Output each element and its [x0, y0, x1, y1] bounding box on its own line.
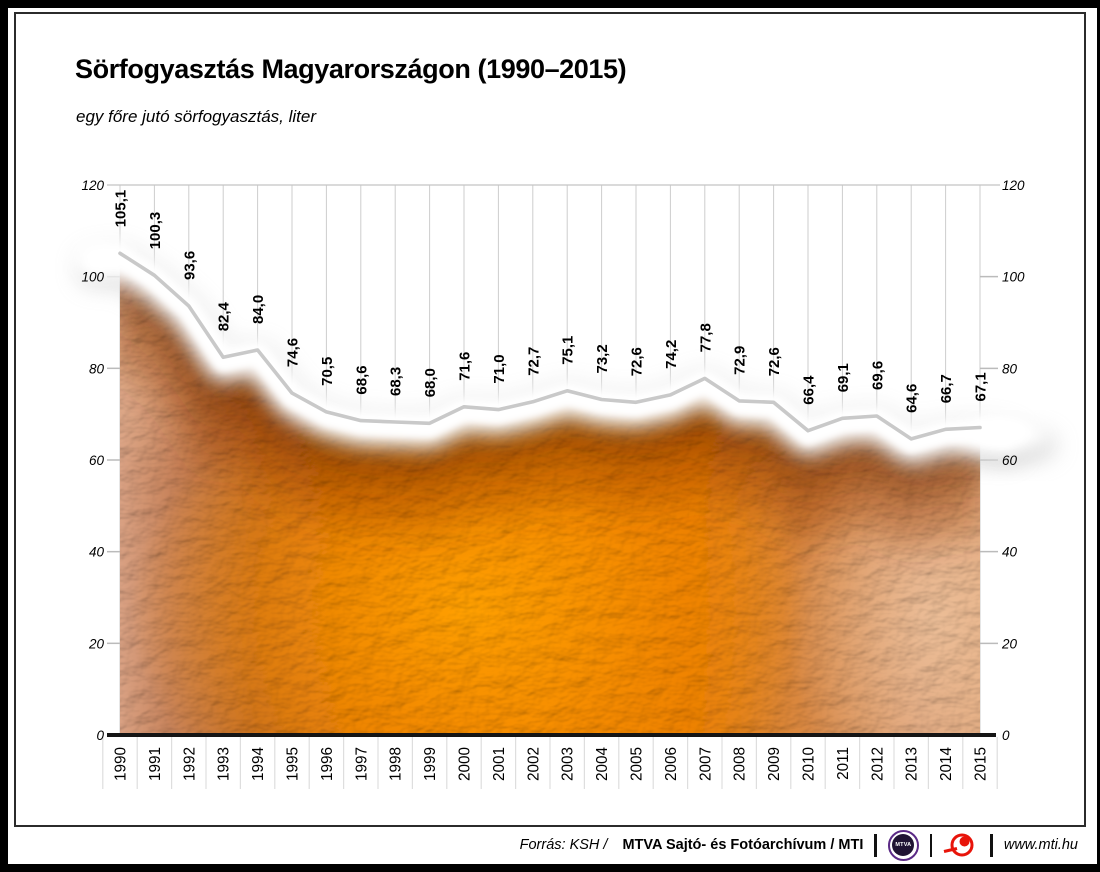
- svg-text:100: 100: [1002, 270, 1025, 285]
- svg-text:2001: 2001: [491, 747, 508, 781]
- svg-text:100,3: 100,3: [147, 212, 164, 250]
- svg-text:2008: 2008: [732, 747, 749, 781]
- svg-text:1994: 1994: [250, 747, 267, 782]
- svg-text:20: 20: [88, 636, 105, 651]
- svg-text:2006: 2006: [663, 747, 680, 781]
- footer-divider: [874, 833, 877, 857]
- svg-text:72,9: 72,9: [732, 346, 749, 375]
- svg-text:60: 60: [89, 453, 105, 468]
- svg-text:2011: 2011: [835, 747, 852, 780]
- series-line: [118, 251, 982, 441]
- svg-text:2009: 2009: [766, 747, 783, 781]
- svg-text:72,6: 72,6: [629, 347, 646, 376]
- svg-text:74,2: 74,2: [663, 340, 680, 369]
- svg-text:2003: 2003: [560, 747, 577, 781]
- svg-text:2014: 2014: [938, 747, 955, 782]
- svg-text:73,2: 73,2: [594, 344, 611, 373]
- svg-text:60: 60: [1002, 453, 1018, 468]
- svg-text:68,3: 68,3: [388, 367, 405, 396]
- svg-text:2013: 2013: [904, 747, 921, 781]
- svg-text:64,6: 64,6: [904, 384, 921, 413]
- svg-text:0: 0: [96, 728, 104, 743]
- mtva-logo-icon: MTVA: [887, 829, 919, 861]
- svg-text:120: 120: [81, 178, 104, 193]
- svg-text:40: 40: [89, 545, 105, 560]
- svg-text:66,7: 66,7: [938, 374, 955, 403]
- svg-text:93,6: 93,6: [181, 251, 198, 280]
- svg-text:1993: 1993: [216, 747, 233, 781]
- svg-text:2002: 2002: [525, 747, 542, 781]
- svg-text:2000: 2000: [457, 747, 474, 781]
- svg-text:1992: 1992: [181, 747, 198, 781]
- svg-text:1991: 1991: [147, 747, 164, 781]
- footer-credit: Forrás: KSH / MTVA Sajtó- és Fotóarchívum…: [519, 829, 1078, 861]
- svg-text:68,0: 68,0: [422, 368, 439, 397]
- svg-text:1996: 1996: [319, 747, 336, 781]
- svg-text:0: 0: [1002, 728, 1010, 743]
- svg-text:84,0: 84,0: [250, 295, 267, 324]
- svg-text:69,6: 69,6: [869, 361, 886, 390]
- svg-text:100: 100: [81, 270, 104, 285]
- svg-text:70,5: 70,5: [319, 357, 336, 386]
- y-axis-labels: 0 0 20 20 40 40 60 60 80 80 100 100 120 120: [81, 178, 1025, 743]
- svg-text:1998: 1998: [388, 747, 405, 781]
- source-label-italic: Forrás: KSH /: [519, 837, 608, 853]
- svg-text:69,1: 69,1: [835, 363, 852, 392]
- svg-text:105,1: 105,1: [113, 190, 130, 228]
- svg-text:1990: 1990: [113, 747, 130, 781]
- footer-divider: [929, 833, 933, 857]
- svg-text:20: 20: [1001, 636, 1018, 651]
- svg-text:120: 120: [1002, 178, 1025, 193]
- svg-text:66,4: 66,4: [801, 375, 818, 405]
- svg-text:68,6: 68,6: [353, 365, 370, 394]
- svg-text:1995: 1995: [285, 747, 302, 781]
- website-label: www.mti.hu: [1003, 837, 1078, 853]
- chart-title: Sörfogyasztás Magyarországon (1990–2015): [75, 54, 627, 84]
- svg-text:71,0: 71,0: [491, 354, 508, 383]
- svg-text:72,7: 72,7: [525, 347, 542, 376]
- footer-divider: [990, 833, 993, 857]
- svg-text:40: 40: [1002, 545, 1018, 560]
- svg-text:1999: 1999: [422, 747, 439, 781]
- svg-text:80: 80: [1002, 361, 1018, 376]
- svg-text:2010: 2010: [801, 747, 818, 781]
- svg-text:2012: 2012: [869, 747, 886, 781]
- mti-logo-icon: [943, 833, 974, 857]
- chart-subtitle: egy főre jutó sörfogyasztás, liter: [76, 107, 317, 126]
- data-labels: 105,1 100,3 93,6 82,4 84,0 74,6 70,5 68,6 68,3 68…: [113, 190, 990, 413]
- svg-text:2004: 2004: [594, 747, 611, 782]
- foam-band: [72, 238, 1048, 461]
- svg-text:82,4: 82,4: [216, 301, 233, 331]
- svg-text:1997: 1997: [353, 747, 370, 781]
- svg-text:2015: 2015: [973, 747, 990, 781]
- svg-text:2007: 2007: [697, 747, 714, 781]
- svg-text:74,6: 74,6: [285, 338, 302, 367]
- x-axis-labels: 1990 1991 1992 1993 1994 1995 1996 1997 1998 1999…: [113, 747, 990, 782]
- source-label-bold: MTVA Sajtó- és Fotóarchívum / MTI: [622, 837, 864, 853]
- svg-text:67,1: 67,1: [973, 372, 990, 401]
- svg-text:72,6: 72,6: [766, 347, 783, 376]
- mtva-logo-text: MTVA: [892, 834, 915, 856]
- svg-text:80: 80: [89, 361, 105, 376]
- svg-text:77,8: 77,8: [697, 323, 714, 352]
- svg-text:75,1: 75,1: [560, 336, 577, 365]
- svg-text:71,6: 71,6: [457, 352, 474, 381]
- svg-text:2005: 2005: [629, 747, 646, 781]
